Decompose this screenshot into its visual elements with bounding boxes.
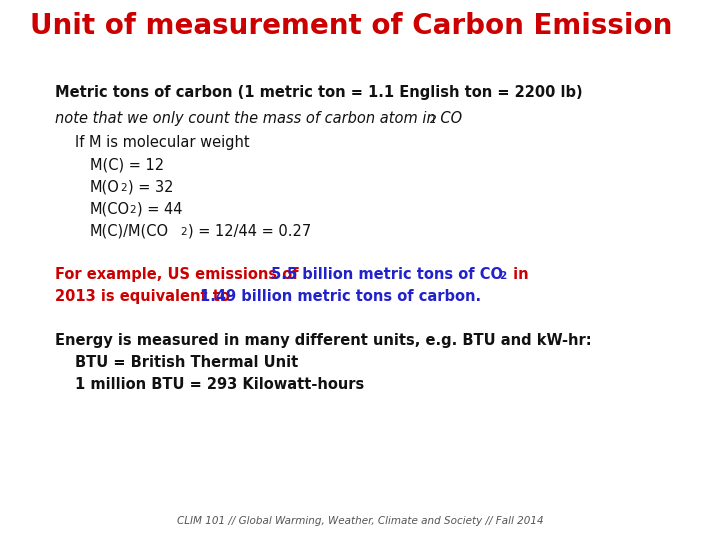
Text: 1.49 billion metric tons of carbon.: 1.49 billion metric tons of carbon. xyxy=(200,289,481,304)
Text: M(CO: M(CO xyxy=(90,201,130,216)
Text: CLIM 101 // Global Warming, Weather, Climate and Society // Fall 2014: CLIM 101 // Global Warming, Weather, Cli… xyxy=(176,516,544,526)
Text: note that we only count the mass of carbon atom in CO: note that we only count the mass of carb… xyxy=(55,111,462,126)
Text: ) = 12/44 = 0.27: ) = 12/44 = 0.27 xyxy=(188,223,311,238)
Text: If M is molecular weight: If M is molecular weight xyxy=(75,135,250,150)
Text: ) = 44: ) = 44 xyxy=(137,201,182,216)
Text: 2: 2 xyxy=(120,183,127,193)
Text: M(C)/M(CO: M(C)/M(CO xyxy=(90,223,169,238)
Text: Unit of measurement of Carbon Emission: Unit of measurement of Carbon Emission xyxy=(30,12,672,40)
Text: in: in xyxy=(508,267,528,282)
Text: 5.5 billion metric tons of CO: 5.5 billion metric tons of CO xyxy=(271,267,503,282)
Text: Energy is measured in many different units, e.g. BTU and kW-hr:: Energy is measured in many different uni… xyxy=(55,333,592,348)
Text: 2013 is equivalent to: 2013 is equivalent to xyxy=(55,289,235,304)
Text: 2: 2 xyxy=(180,227,186,237)
Text: 2: 2 xyxy=(499,271,506,281)
Text: M(C) = 12: M(C) = 12 xyxy=(90,157,164,172)
Text: BTU = British Thermal Unit: BTU = British Thermal Unit xyxy=(75,355,298,370)
Text: 2: 2 xyxy=(129,205,135,215)
Text: For example, US emissions of: For example, US emissions of xyxy=(55,267,304,282)
Text: Metric tons of carbon (1 metric ton = 1.1 English ton = 2200 lb): Metric tons of carbon (1 metric ton = 1.… xyxy=(55,85,582,100)
Text: 1 million BTU = 293 Kilowatt-hours: 1 million BTU = 293 Kilowatt-hours xyxy=(75,377,364,392)
Text: 2: 2 xyxy=(430,115,436,125)
Text: M(O: M(O xyxy=(90,179,120,194)
Text: ) = 32: ) = 32 xyxy=(128,179,174,194)
